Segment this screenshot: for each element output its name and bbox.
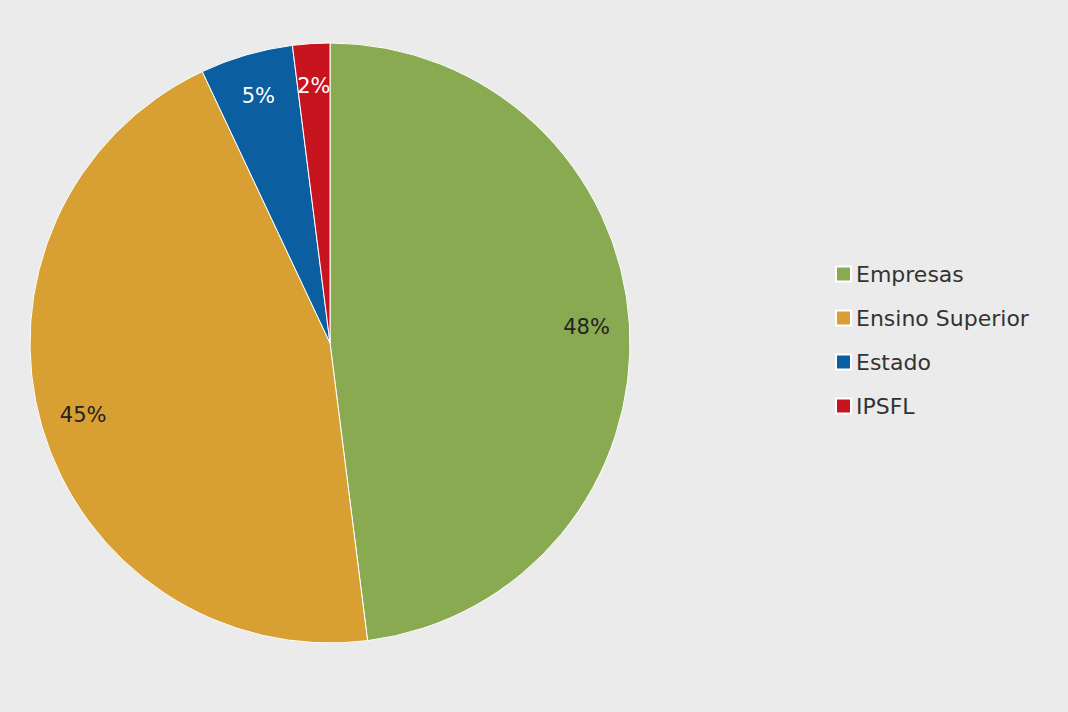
svg-text:5%: 5% bbox=[242, 84, 275, 108]
svg-text:Empresas: Empresas bbox=[856, 262, 964, 287]
svg-text:Estado: Estado bbox=[856, 350, 931, 375]
svg-text:Ensino Superior: Ensino Superior bbox=[856, 306, 1030, 331]
svg-text:48%: 48% bbox=[563, 315, 610, 339]
svg-text:IPSFL: IPSFL bbox=[856, 394, 915, 419]
svg-text:45%: 45% bbox=[60, 403, 107, 427]
svg-text:2%: 2% bbox=[297, 74, 330, 98]
